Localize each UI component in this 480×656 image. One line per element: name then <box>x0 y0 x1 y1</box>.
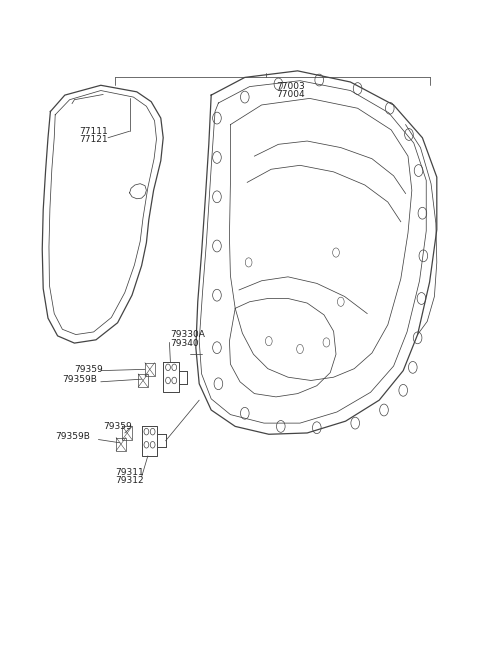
Text: 77111: 77111 <box>79 127 108 136</box>
Text: 79359B: 79359B <box>55 432 90 441</box>
Text: 77004: 77004 <box>276 90 305 99</box>
Text: 79359: 79359 <box>103 422 132 431</box>
Text: 77003: 77003 <box>276 81 305 91</box>
Text: 79330A: 79330A <box>170 330 205 339</box>
Text: 79311: 79311 <box>115 468 144 477</box>
Text: 79312: 79312 <box>115 476 144 485</box>
Text: 79359B: 79359B <box>62 375 97 384</box>
Text: 79340: 79340 <box>170 338 199 348</box>
Text: 77121: 77121 <box>79 135 108 144</box>
Text: 79359: 79359 <box>74 365 103 374</box>
